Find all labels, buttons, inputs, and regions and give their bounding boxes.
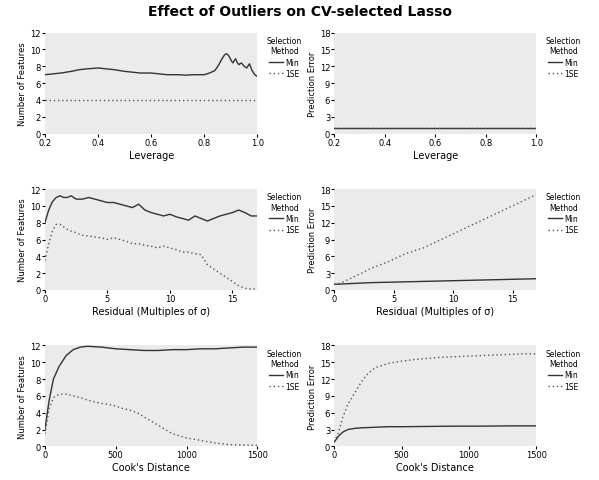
Y-axis label: Number of Features: Number of Features — [19, 198, 28, 282]
Y-axis label: Prediction Error: Prediction Error — [308, 363, 317, 429]
X-axis label: Leverage: Leverage — [129, 150, 174, 160]
Legend: Min, 1SE: Min, 1SE — [265, 192, 304, 237]
Legend: Min, 1SE: Min, 1SE — [265, 36, 304, 80]
Legend: Min, 1SE: Min, 1SE — [544, 36, 582, 80]
X-axis label: Cook's Distance: Cook's Distance — [397, 462, 474, 472]
X-axis label: Leverage: Leverage — [413, 150, 458, 160]
X-axis label: Cook's Distance: Cook's Distance — [112, 462, 190, 472]
Text: Effect of Outliers on CV-selected Lasso: Effect of Outliers on CV-selected Lasso — [147, 5, 452, 19]
Legend: Min, 1SE: Min, 1SE — [544, 348, 582, 393]
X-axis label: Residual (Multiples of σ): Residual (Multiples of σ) — [92, 306, 210, 316]
X-axis label: Residual (Multiples of σ): Residual (Multiples of σ) — [376, 306, 494, 316]
Legend: Min, 1SE: Min, 1SE — [265, 348, 304, 393]
Y-axis label: Prediction Error: Prediction Error — [308, 207, 317, 273]
Y-axis label: Prediction Error: Prediction Error — [308, 51, 317, 117]
Y-axis label: Number of Features: Number of Features — [19, 42, 28, 126]
Legend: Min, 1SE: Min, 1SE — [544, 192, 582, 237]
Y-axis label: Number of Features: Number of Features — [19, 354, 28, 438]
